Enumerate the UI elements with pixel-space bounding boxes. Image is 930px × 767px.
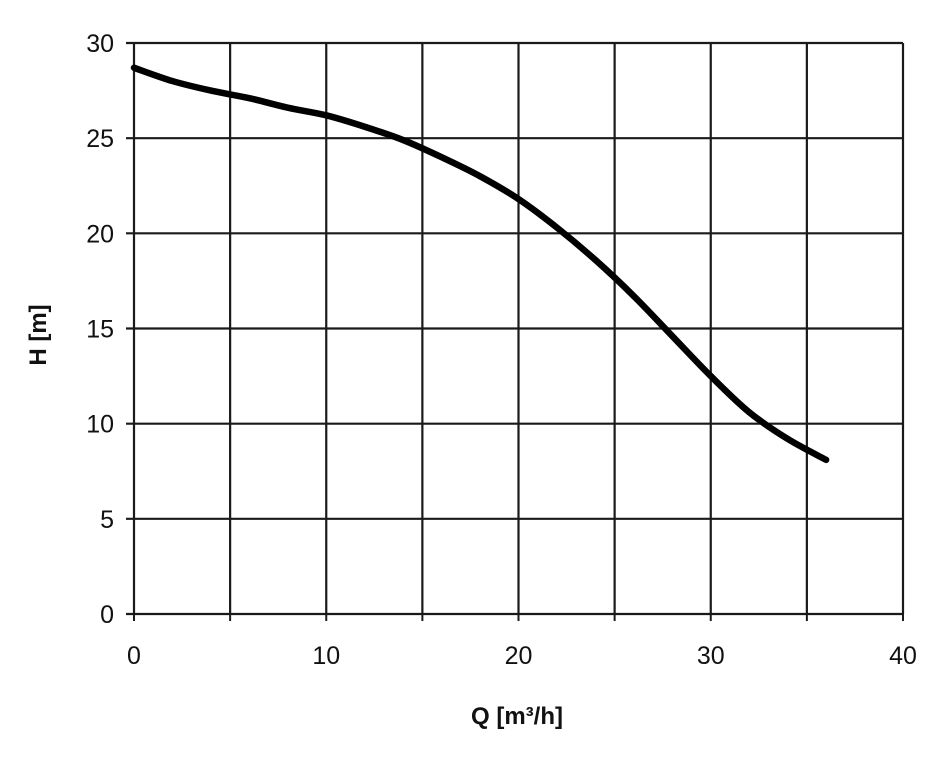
y-tick-label: 0 — [100, 601, 114, 629]
y-tick-label: 5 — [100, 506, 114, 534]
tick-labels: 0 5 10 15 20 25 30 0 10 20 30 40 — [86, 30, 917, 670]
x-tick-label: 10 — [312, 642, 340, 670]
x-tick-label: 0 — [127, 642, 141, 670]
y-tick-label: 20 — [86, 220, 114, 248]
x-tick-label: 30 — [697, 642, 725, 670]
y-axis-label: H [m] — [25, 304, 52, 365]
y-tick-label: 25 — [86, 125, 114, 153]
axis-labels: Q [m³/h] H [m] — [25, 304, 563, 730]
y-tick-label: 30 — [86, 30, 114, 58]
series-layer — [130, 64, 830, 464]
grid — [126, 41, 905, 621]
x-axis-label: Q [m³/h] — [471, 703, 563, 730]
x-tick-label: 40 — [889, 642, 917, 670]
y-tick-label: 10 — [86, 411, 114, 439]
x-tick-label: 20 — [505, 642, 533, 670]
series-line-0 — [130, 64, 830, 464]
y-tick-label: 15 — [86, 316, 114, 344]
